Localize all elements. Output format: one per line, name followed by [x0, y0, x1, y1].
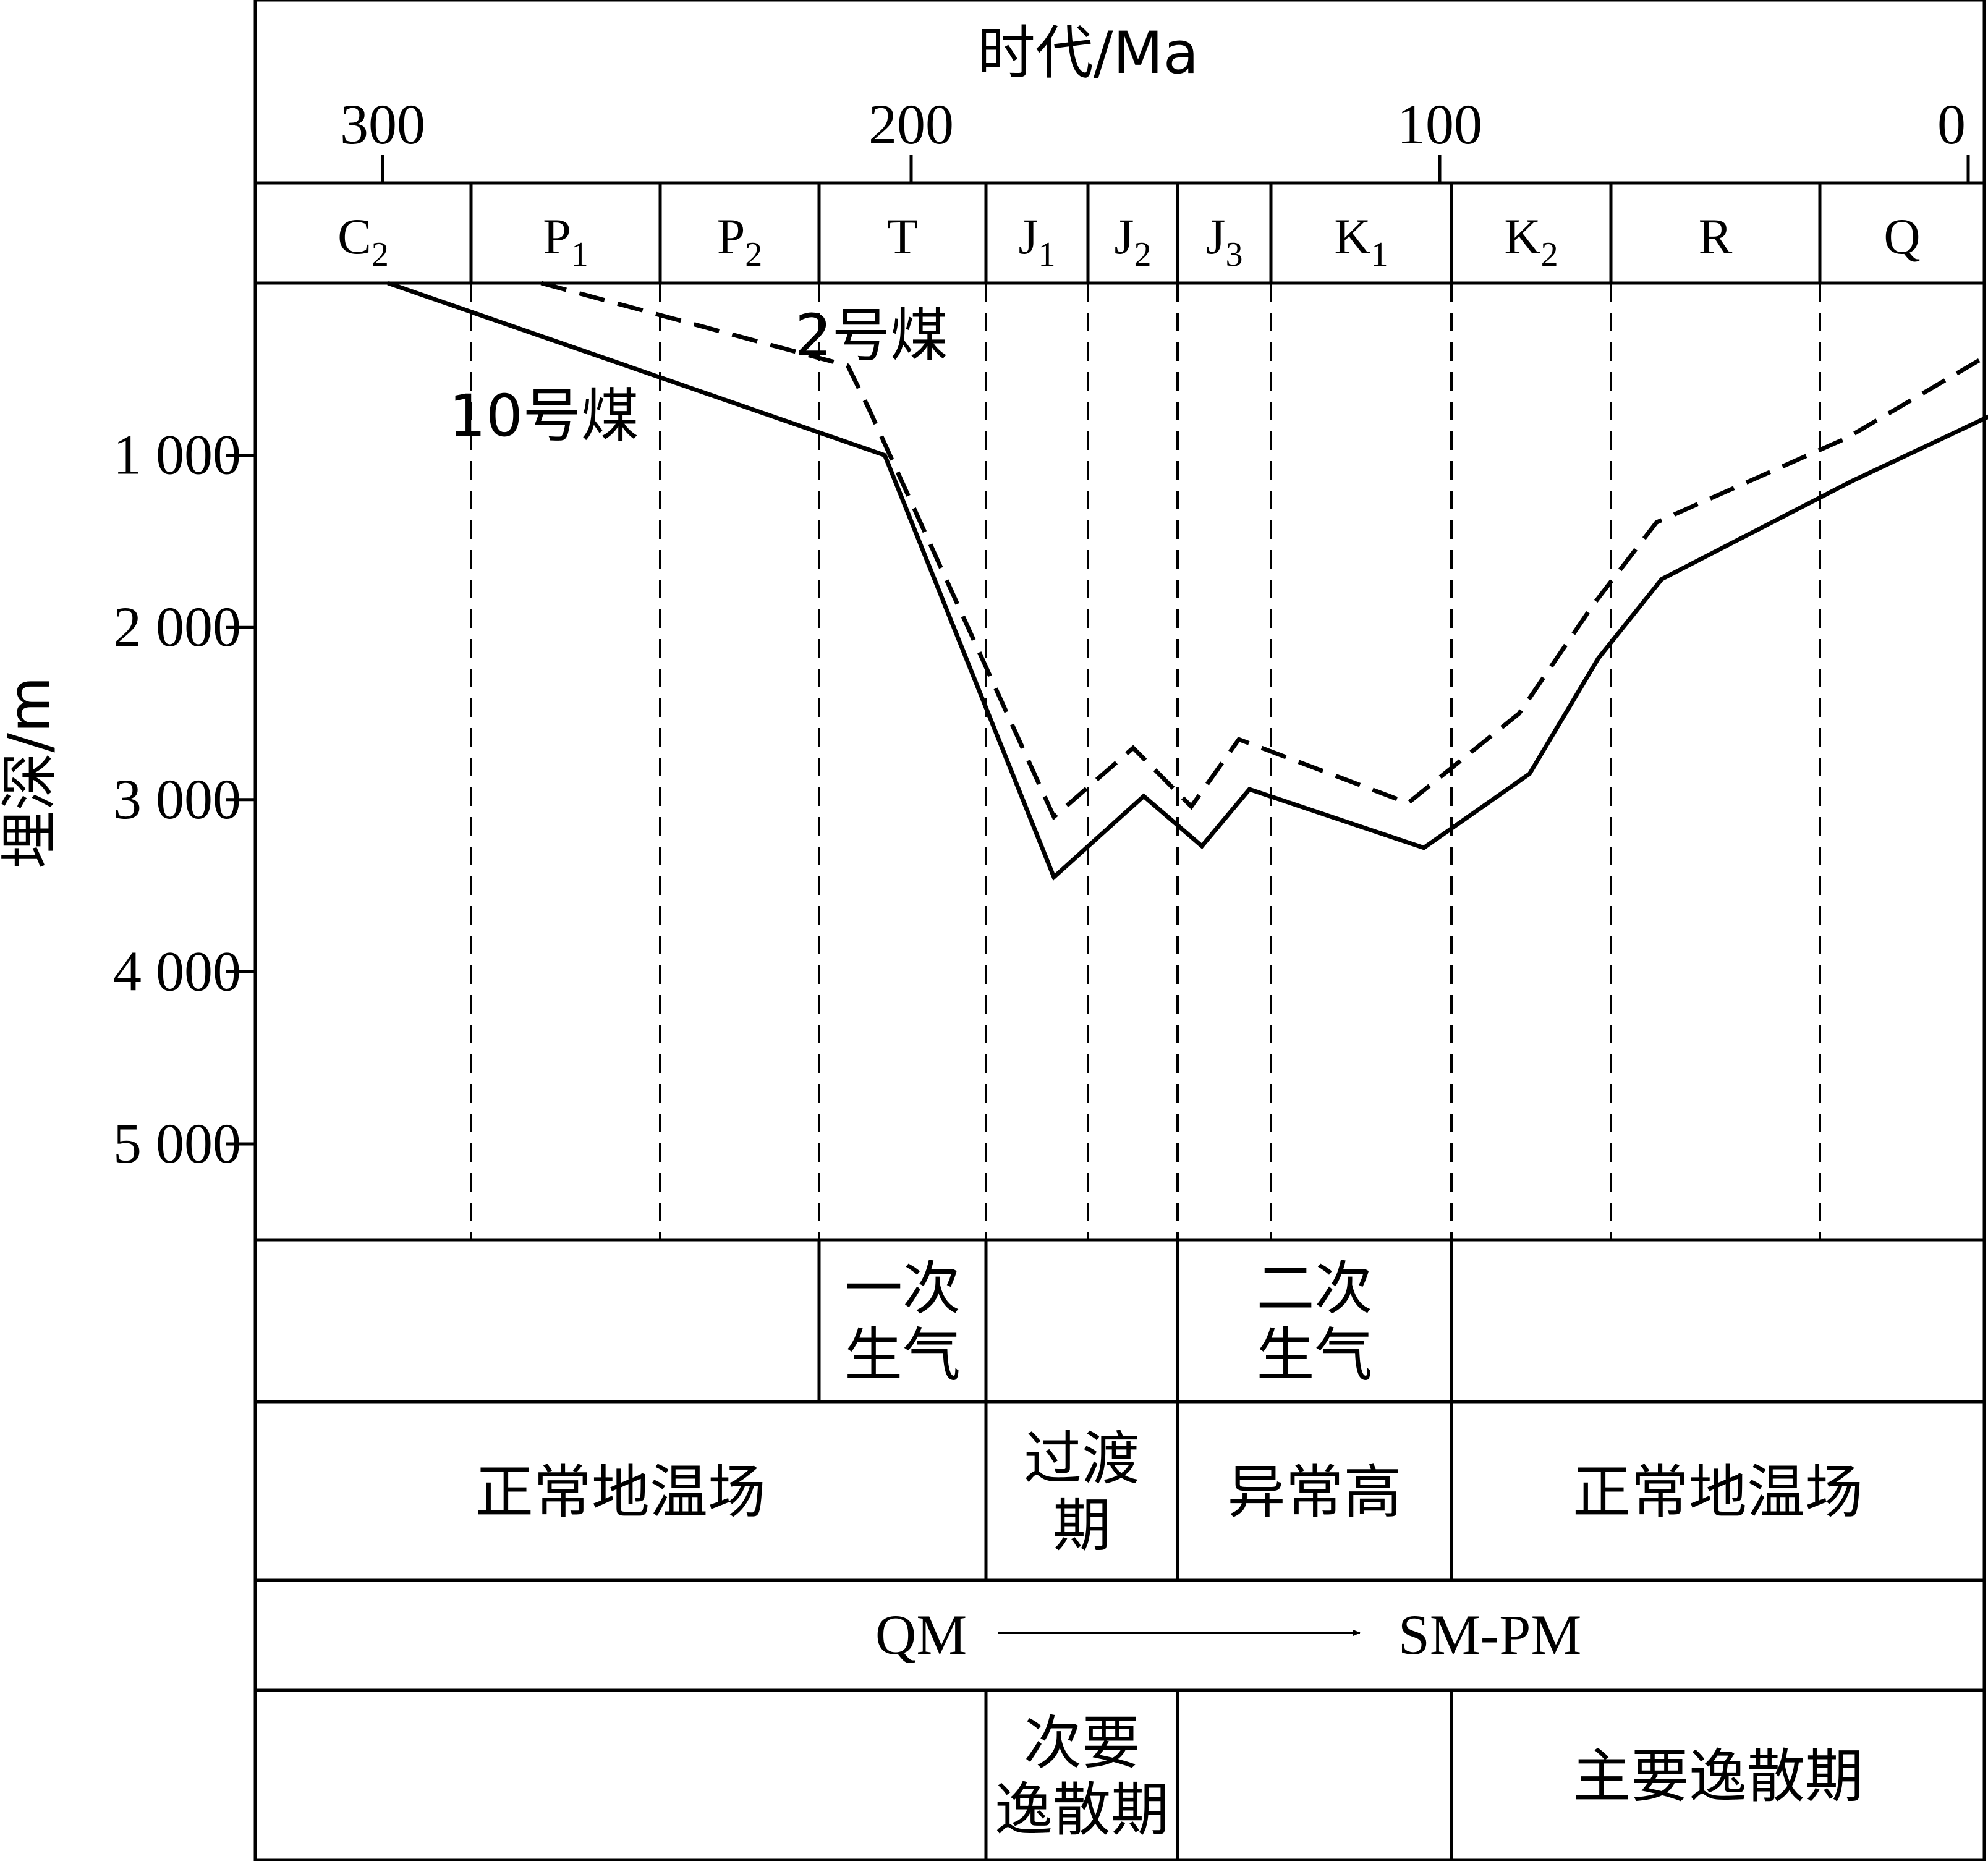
series-layer: [388, 283, 1988, 877]
top-tick-label: 200: [869, 93, 954, 156]
dissipation-row-text: 逸散期: [995, 1777, 1169, 1844]
coal-rank-start-label: QM: [875, 1603, 967, 1666]
period-subscript: 2: [1134, 235, 1151, 274]
period-label: K2: [1504, 208, 1558, 274]
coal-rank-end-label: SM-PM: [1398, 1603, 1582, 1666]
gas-generation-row-text: 二次: [1256, 1255, 1372, 1323]
geothermal-row-text: 正常地温场: [475, 1459, 766, 1527]
dissipation-row-text: 次要: [1024, 1710, 1140, 1777]
period-subscript: 1: [1371, 235, 1388, 274]
gas-generation-row-text: 生气: [844, 1322, 961, 1389]
y-tick-label: 4 000: [113, 939, 241, 1002]
series-label: 10号煤: [449, 383, 639, 450]
y-axis-title: 埋深/m: [0, 676, 64, 868]
period-name: P: [543, 208, 571, 265]
top-tick-label: 300: [340, 93, 425, 156]
series-line-10-coal: [388, 283, 1988, 877]
period-name: K: [1334, 208, 1370, 265]
y-tick-label: 2 000: [113, 595, 241, 658]
geothermal-row-text: 正常地温场: [1573, 1459, 1863, 1527]
period-name: C: [338, 208, 372, 265]
period-label: P1: [543, 208, 588, 274]
top-tick-label: 100: [1397, 93, 1482, 156]
gas-generation-row-text: 一次: [844, 1255, 961, 1323]
frame: [226, 0, 1984, 1860]
period-subscript: 2: [1541, 235, 1558, 274]
period-name: R: [1699, 208, 1733, 265]
period-gridlines: [471, 283, 1820, 1240]
series-label: 2号煤: [795, 302, 948, 370]
period-subscript: 1: [571, 235, 588, 274]
period-label: P2: [717, 208, 763, 274]
period-label: T: [887, 208, 918, 265]
geothermal-row-text: 异常高: [1227, 1459, 1401, 1527]
geothermal-row-text: 期: [1053, 1493, 1111, 1560]
top-tick-label: 0: [1937, 93, 1966, 156]
period-label: J1: [1019, 208, 1056, 274]
geothermal-row-text: 过渡: [1024, 1426, 1140, 1493]
period-name: J: [1206, 208, 1226, 265]
period-label: J2: [1115, 208, 1152, 274]
y-tick-label: 1 000: [113, 423, 241, 486]
series-line-2-coal: [542, 283, 1988, 817]
period-name: P: [717, 208, 746, 265]
period-label: C2: [338, 208, 389, 274]
period-name: J: [1019, 208, 1039, 265]
period-label: J3: [1206, 208, 1243, 274]
period-subscript: 2: [745, 235, 762, 274]
gas-generation-row-text: 生气: [1256, 1322, 1372, 1389]
period-name: J: [1115, 208, 1134, 265]
period-subscript: 3: [1225, 235, 1242, 274]
period-name: K: [1504, 208, 1540, 265]
dissipation-row-text: 主要逸散期: [1573, 1743, 1863, 1811]
top-axis-title: 时代/Ma: [977, 20, 1199, 87]
y-tick-label: 3 000: [113, 768, 241, 831]
period-name: T: [887, 208, 918, 265]
y-tick-label: 5 000: [113, 1112, 241, 1175]
period-label: K1: [1334, 208, 1388, 274]
period-subscript: 2: [372, 235, 389, 274]
period-subscript: 1: [1038, 235, 1055, 274]
period-name: Q: [1884, 208, 1920, 265]
period-label: Q: [1884, 208, 1920, 265]
period-label: R: [1699, 208, 1733, 265]
